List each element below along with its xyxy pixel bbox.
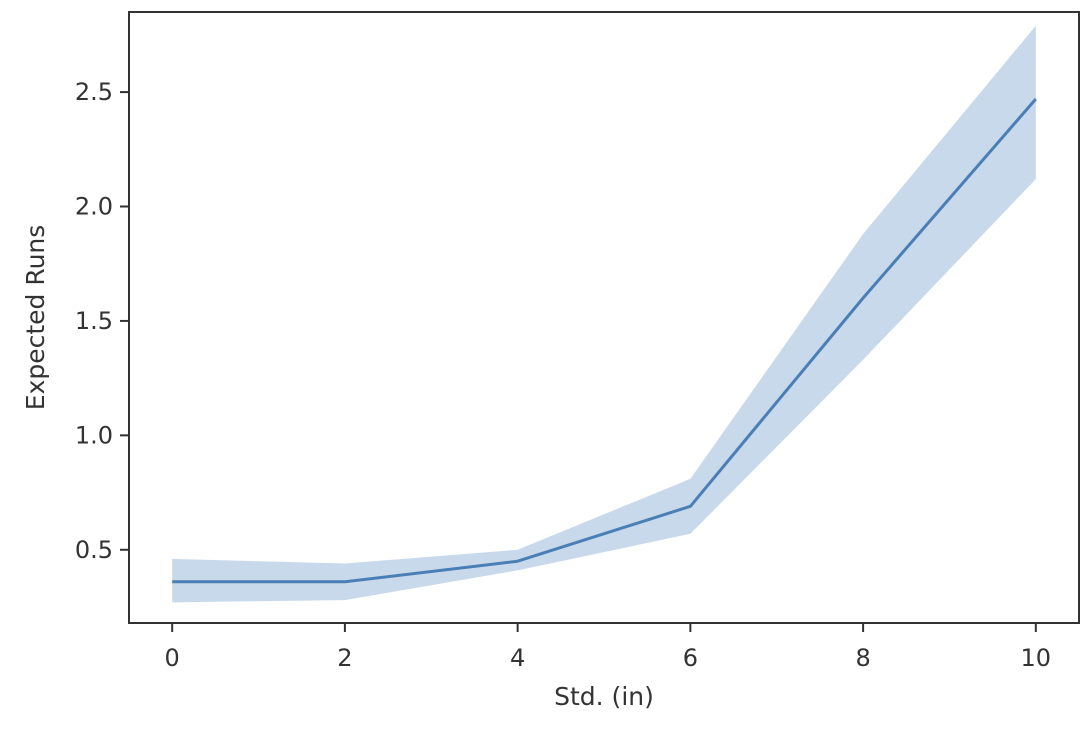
x-tick-label: 10: [1021, 644, 1052, 672]
x-tick-label: 6: [683, 644, 698, 672]
y-tick-label: 1.0: [75, 421, 113, 449]
x-tick-label: 0: [165, 644, 180, 672]
x-tick-label: 4: [510, 644, 525, 672]
y-axis-label: Expected Runs: [21, 225, 50, 411]
x-axis-ticks: 0 2 4 6 8 10: [165, 623, 1052, 672]
x-tick-label: 2: [337, 644, 352, 672]
x-tick-label: 8: [855, 644, 870, 672]
plot-area: [172, 25, 1037, 603]
confidence-band: [172, 25, 1036, 603]
x-axis-label: Std. (in): [554, 682, 654, 711]
series-line: [172, 98, 1037, 584]
y-tick-label: 1.5: [75, 307, 113, 335]
y-axis-ticks: 0.5 1.0 1.5 2.0 2.5: [75, 78, 129, 564]
y-tick-label: 2.0: [75, 193, 113, 221]
y-tick-label: 0.5: [75, 536, 113, 564]
y-tick-label: 2.5: [75, 78, 113, 106]
axes-frame: [128, 11, 1080, 624]
